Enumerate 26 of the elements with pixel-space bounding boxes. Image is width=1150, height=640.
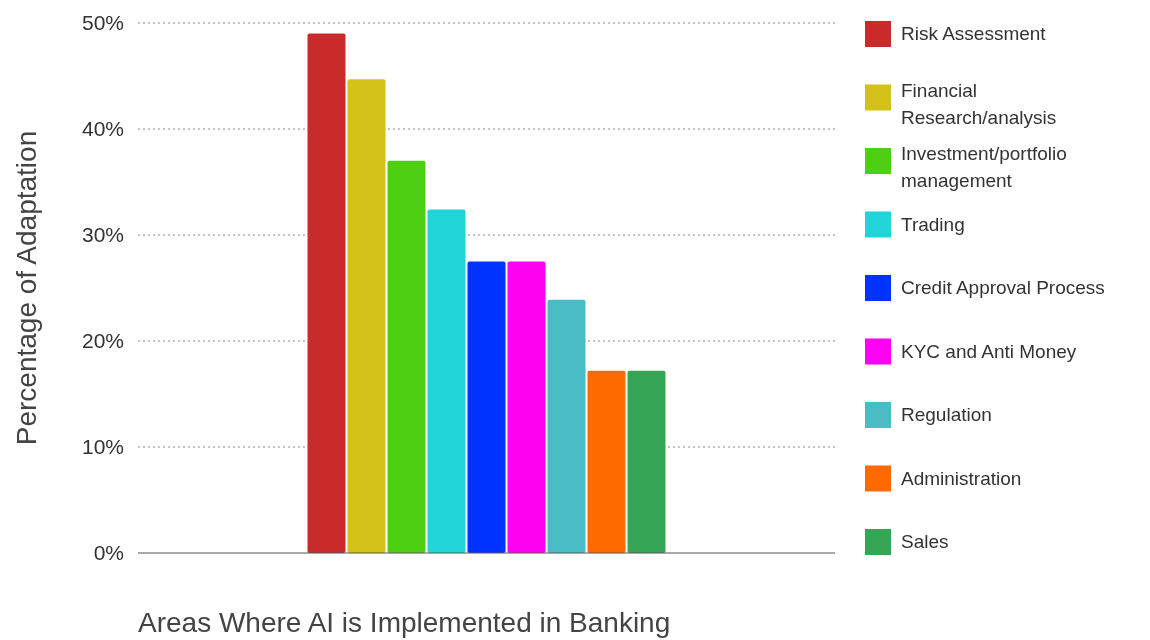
bar [387, 160, 426, 553]
y-tick-label: 0% [93, 541, 124, 565]
bar [427, 209, 466, 553]
bar [627, 370, 666, 553]
y-tick-label: 30% [81, 223, 124, 247]
legend-label: KYC and Anti Money [901, 340, 1077, 362]
legend-label: Trading [901, 213, 965, 235]
bar [587, 370, 626, 553]
legend-label: Sales [901, 531, 949, 552]
legend-label: Administration [901, 467, 1022, 489]
bar [467, 261, 506, 553]
legend-label: Regulation [901, 404, 992, 425]
y-tick-label: 50% [81, 11, 124, 35]
legend-label: Credit Approval Process [901, 277, 1105, 298]
legend-label: Financial Research/analysis [901, 79, 1057, 128]
legend-label: Investment/portfolio management [901, 143, 1067, 191]
y-tick-label: 10% [81, 435, 124, 459]
bar [347, 79, 386, 553]
bar [507, 261, 546, 553]
bar [307, 33, 346, 553]
y-tick-label: 40% [81, 117, 124, 141]
legend-label: Risk Assessment [901, 23, 1047, 44]
x-axis-title: Areas Where AI is Implemented in Banking [138, 607, 671, 638]
y-tick-label: 20% [81, 329, 124, 353]
bar [547, 299, 586, 553]
y-axis-title: Percentage of Adaptation [11, 130, 42, 446]
